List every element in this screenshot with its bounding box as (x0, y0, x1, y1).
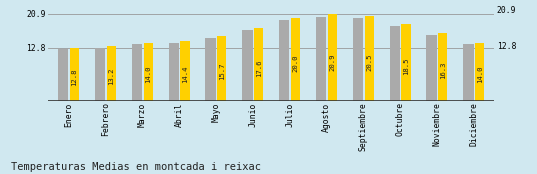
Bar (401, 24, 411, 101)
Bar (169, 43, 179, 101)
Bar (279, 20, 289, 101)
Bar (132, 44, 142, 101)
Bar (291, 18, 300, 101)
Text: Temperaturas Medias en montcada i reixac: Temperaturas Medias en montcada i reixac (11, 162, 261, 172)
Text: 14.0: 14.0 (477, 66, 483, 84)
Bar (180, 41, 190, 101)
Text: 16.3: 16.3 (440, 62, 446, 79)
Bar (438, 33, 447, 101)
Text: 12.8: 12.8 (71, 68, 77, 86)
Text: 20.0: 20.0 (293, 55, 299, 72)
Bar (365, 16, 374, 101)
Text: 14.4: 14.4 (182, 65, 188, 83)
Bar (107, 46, 116, 101)
Text: 20.5: 20.5 (366, 54, 372, 71)
Bar (463, 44, 474, 101)
Text: 18.5: 18.5 (403, 58, 409, 75)
Bar (328, 14, 337, 101)
Bar (353, 18, 363, 101)
Text: 20.9: 20.9 (329, 53, 335, 70)
Bar (206, 38, 216, 101)
Bar (58, 49, 68, 101)
Bar (217, 35, 227, 101)
Bar (390, 26, 400, 101)
Text: 13.2: 13.2 (108, 68, 114, 85)
Text: 14.0: 14.0 (145, 66, 151, 84)
Bar (475, 43, 484, 101)
Text: 17.6: 17.6 (256, 59, 262, 77)
Bar (316, 17, 326, 101)
Bar (143, 43, 153, 101)
Bar (426, 35, 437, 101)
Bar (70, 48, 79, 101)
Bar (254, 28, 263, 101)
Bar (95, 48, 105, 101)
Bar (242, 30, 252, 101)
Text: 15.7: 15.7 (219, 63, 225, 80)
